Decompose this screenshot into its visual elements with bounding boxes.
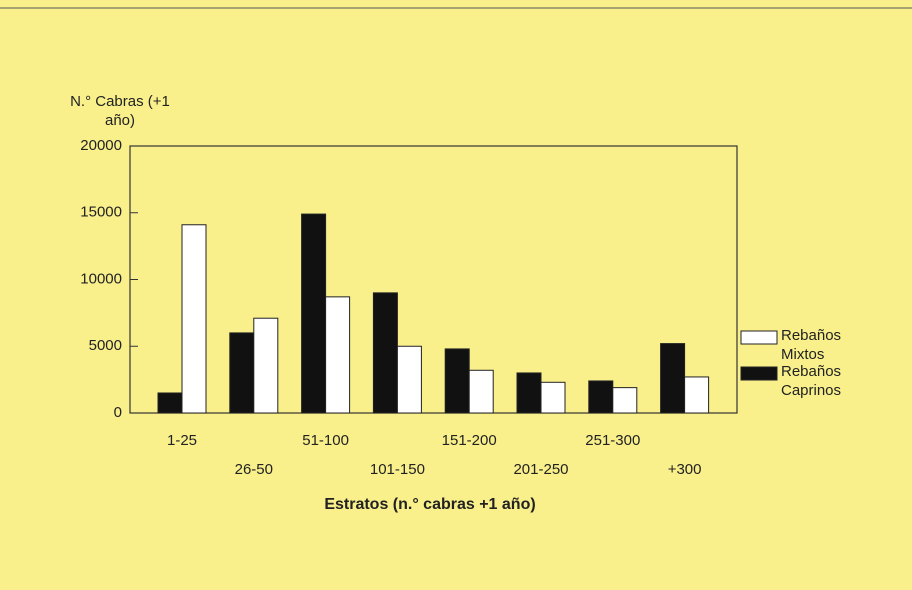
x-tick-label: 51-100 xyxy=(302,432,349,449)
x-axis-title: Estratos (n.° cabras +1 año) xyxy=(324,496,535,513)
x-tick-label: 1-25 xyxy=(167,432,197,449)
legend-swatch xyxy=(740,330,778,345)
bar xyxy=(588,380,614,414)
y-tick-label: 15000 xyxy=(80,204,122,221)
bar xyxy=(684,376,710,414)
bar xyxy=(396,345,422,414)
bar xyxy=(468,369,494,414)
bar xyxy=(325,296,351,414)
y-axis-title: N.° Cabras (+1 año) xyxy=(70,93,170,129)
plot-frame xyxy=(129,145,738,414)
x-tick-label: 101-150 xyxy=(370,461,425,478)
bar xyxy=(612,387,638,414)
y-tick-label: 10000 xyxy=(80,270,122,287)
legend-swatch xyxy=(740,366,778,381)
y-tick-label: 0 xyxy=(114,404,122,421)
x-tick-label: 201-250 xyxy=(513,461,568,478)
x-tick-label: 151-200 xyxy=(442,432,497,449)
bar xyxy=(540,381,566,414)
x-tick-label: +300 xyxy=(668,461,702,478)
y-tick-label: 5000 xyxy=(89,337,122,354)
x-tick-label: 26-50 xyxy=(235,461,273,478)
x-tick-label: 251-300 xyxy=(585,432,640,449)
legend-label: Rebaños Caprinos xyxy=(781,363,842,399)
legend-label: Rebaños Mixtos xyxy=(781,327,842,363)
bar xyxy=(444,348,470,414)
bar xyxy=(229,332,255,414)
bar xyxy=(516,372,542,414)
bar xyxy=(157,392,183,414)
y-tick-label: 20000 xyxy=(80,137,122,154)
bar xyxy=(660,343,686,414)
bar xyxy=(372,292,398,414)
bar xyxy=(301,213,327,414)
bar xyxy=(181,224,207,414)
bar xyxy=(253,317,279,414)
